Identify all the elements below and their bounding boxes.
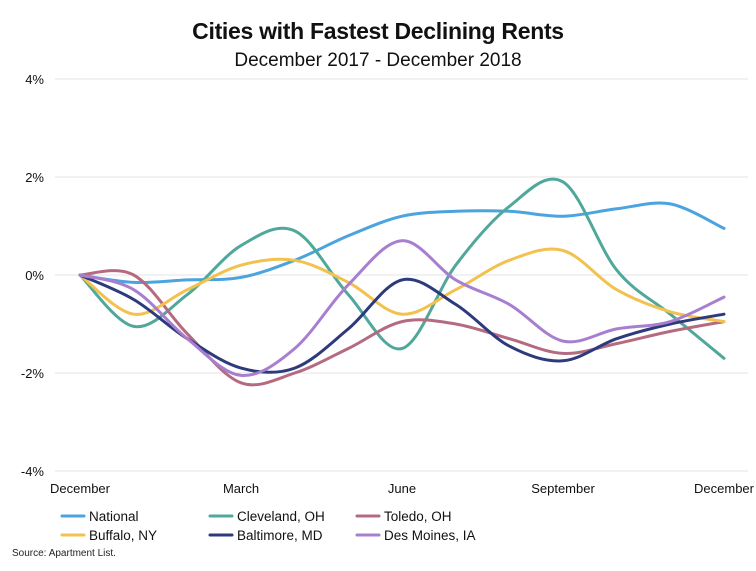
legend-label-buffalo-ny: Buffalo, NY [89, 528, 157, 543]
chart-subtitle: December 2017 - December 2018 [234, 50, 522, 71]
legend-label-baltimore-md: Baltimore, MD [237, 528, 323, 543]
legend-label-national: National [89, 509, 139, 524]
x-tick-label: September [531, 481, 595, 496]
series-line-des-moines-ia [78, 239, 726, 377]
x-axis: December March June September December [50, 481, 755, 496]
y-tick-label: 2% [25, 170, 44, 185]
y-tick-label: -2% [21, 366, 45, 381]
legend: National Cleveland, OH Toledo, OH Buffalo, … [60, 509, 476, 543]
chart-title: Cities with Fastest Declining Rents [192, 18, 564, 44]
y-tick-label: 4% [25, 72, 44, 87]
y-tick-label: 0% [25, 268, 44, 283]
y-tick-label: -4% [21, 464, 45, 479]
y-axis: 4% 2% 0% -2% -4% [21, 72, 45, 479]
legend-label-des-moines-ia: Des Moines, IA [384, 528, 476, 543]
series-line-buffalo-ny [78, 247, 726, 324]
x-tick-label: December [50, 481, 111, 496]
x-tick-label: June [388, 481, 416, 496]
series-line-cleveland-oh [78, 177, 726, 360]
source-note: Source: Apartment List. [12, 548, 116, 559]
series-line-toledo-oh [78, 269, 726, 387]
legend-label-toledo-oh: Toledo, OH [384, 509, 452, 524]
legend-label-cleveland-oh: Cleveland, OH [237, 509, 325, 524]
series-line-national [78, 201, 726, 285]
x-tick-label: December [694, 481, 755, 496]
series-lines [78, 177, 726, 387]
grid [55, 78, 748, 472]
x-tick-label: March [223, 481, 259, 496]
